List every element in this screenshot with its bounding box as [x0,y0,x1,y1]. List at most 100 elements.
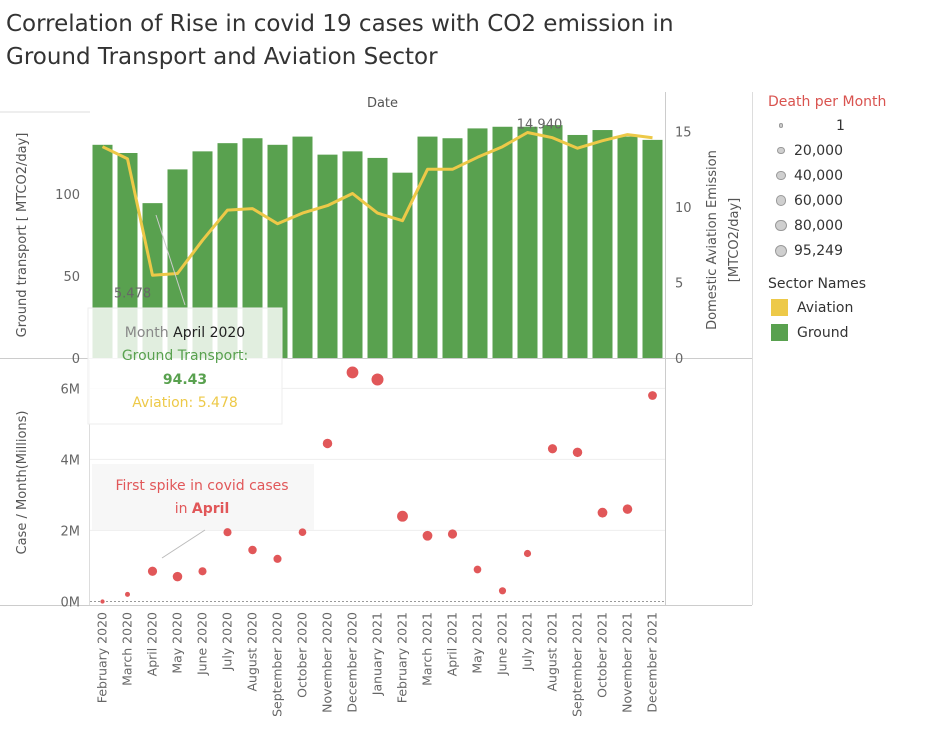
size-legend-circle [776,170,786,181]
month-tick-label: July 2021 [520,612,535,671]
month-tick-label: June 2021 [495,612,510,676]
aviation-line [101,131,653,277]
ground-bar-september-2020 [267,144,288,358]
case-bubble-april-2021 [447,529,458,539]
tooltip-month: Month April 2020 [125,325,245,341]
size-legend-item: 80,000 [768,213,938,238]
color-legend-title: Sector Names [768,276,867,292]
ground-bar-june-2021 [492,126,513,358]
case-bubble-february-2020 [100,599,105,604]
left-tick-label: 0 [72,352,80,367]
color-legend-swatch [771,324,788,341]
color-legend-item: Aviation [768,295,938,320]
aviation-data-label: 14.940 [517,118,563,133]
ground-bar-july-2020 [217,143,238,358]
ground-bar-november-2020 [317,154,338,358]
left-tick-label: 100 [55,188,80,203]
ground-bar-july-2021 [517,126,538,358]
annotation-line2: in April [175,501,230,517]
ground-bar-february-2020 [92,144,113,358]
month-tick-label: February 2021 [395,612,410,703]
size-legend-item: 60,000 [768,188,938,213]
case-bubble-october-2021 [597,507,608,518]
case-bubble-march-2021 [422,530,433,541]
month-tick-label: November 2020 [320,612,335,713]
right-tick-label: 10 [675,201,692,216]
annotation-connector [161,529,206,559]
size-legend-label: 20,000 [794,142,843,159]
month-tick-label: January 2021 [370,612,385,696]
case-bubble-september-2021 [572,447,583,458]
month-tick-label: December 2021 [645,612,660,713]
aviation-data-label: 5.478 [114,286,151,301]
case-bubble-february-2021 [397,510,408,522]
tooltip-ground-value: 94.43 [163,372,207,388]
ground-bar-december-2021 [642,139,663,358]
size-legend-circle [775,244,787,257]
size-legend-item: 1 [768,113,938,138]
color-legend-label: Ground [797,324,849,341]
case-bubble-may-2021 [473,565,482,574]
tooltip-box [87,307,283,425]
size-legend-item: 20,000 [768,138,938,163]
case-tick-label: 0M [61,595,81,610]
month-tick-label: March 2020 [120,612,135,686]
size-legend-title: Death per Month [768,94,887,110]
month-tick-label: December 2020 [345,612,360,713]
month-tick-label: October 2020 [295,612,310,698]
month-tick-label: August 2020 [245,612,260,692]
case-bubble-november-2020 [322,438,333,449]
color-legend-swatch [771,299,788,316]
ground-bar-august-2021 [542,125,563,359]
month-tick-label: April 2020 [145,612,160,676]
size-legend-label: 95,249 [794,242,843,259]
month-tick-label: September 2020 [270,612,285,717]
size-legend-circle [778,123,783,128]
legend: Death per Month 1 20,000 40,000 60,000 80,00… [768,94,938,345]
month-tick-label: October 2021 [595,612,610,698]
case-bubble-december-2020 [346,366,359,379]
case-bubble-july-2020 [223,528,232,537]
size-legend-label: 1 [836,117,845,134]
case-bubble-august-2020 [248,545,257,555]
month-tick-label: April 2021 [445,612,460,676]
ground-bar-september-2021 [567,134,588,358]
month-tick-label: February 2020 [95,612,110,703]
month-tick-label: July 2020 [220,612,235,671]
size-legend-label: 60,000 [794,192,843,209]
month-tick-label: August 2021 [545,612,560,692]
ground-bar-march-2020 [117,153,138,358]
ground-bar-january-2021 [367,157,388,358]
case-bubble-january-2021 [371,373,384,386]
ground-bar-february-2021 [392,172,413,358]
month-tick-label: May 2021 [470,612,485,674]
left-axis-title: Ground transport [ MTCO2/day] [15,133,30,338]
ground-bar-december-2020 [342,151,363,358]
case-bubble-october-2020 [298,528,307,537]
right-axis-title-line1: Domestic Aviation Emission [705,150,720,330]
color-legend-label: Aviation [797,299,854,316]
case-bubble-july-2021 [523,549,532,558]
color-legend-item: Ground [768,320,938,345]
tooltip-connector [155,214,186,306]
ground-bar-may-2021 [467,128,488,358]
date-header: Date [367,96,398,111]
ground-bar-november-2021 [617,136,638,358]
case-tick-label: 6M [61,382,81,397]
case-axis-title: Case / Month(Millions) [15,411,30,555]
left-tick-label: 50 [63,270,80,285]
chart-title-line1: Correlation of Rise in covid 19 cases wi… [6,11,674,37]
ground-bar-april-2021 [442,138,463,358]
month-tick-label: June 2020 [195,612,210,676]
annotation-box [92,464,314,530]
ground-bar-march-2021 [417,136,438,358]
month-tick-label: September 2021 [570,612,585,717]
case-bubble-december-2021 [648,391,657,400]
ground-bar-october-2020 [292,136,313,358]
size-legend-label: 40,000 [794,167,843,184]
size-legend-item: 40,000 [768,163,938,188]
chart-title-line2: Ground Transport and Aviation Sector [6,44,438,70]
size-legend-label: 80,000 [794,217,843,234]
right-tick-label: 15 [675,126,692,141]
